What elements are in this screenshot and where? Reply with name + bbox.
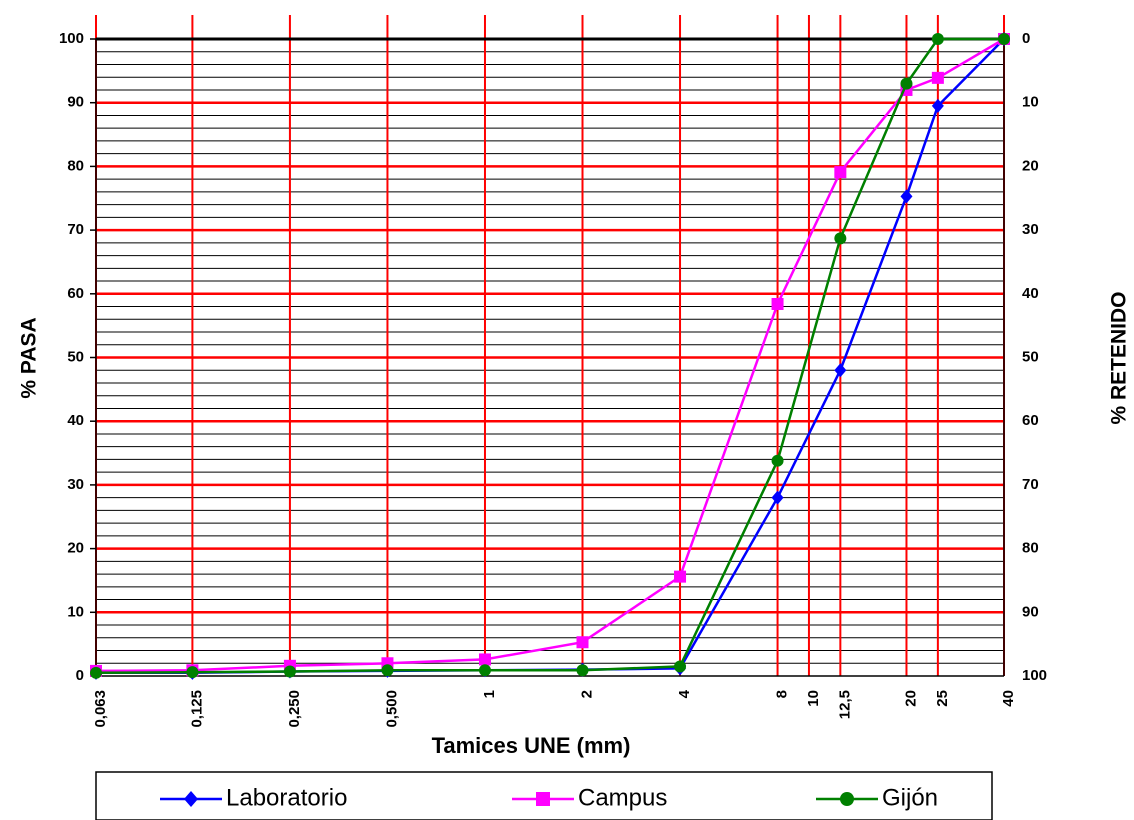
y2-tick-label: 30	[1022, 221, 1039, 238]
y-axis-title: % PASA	[18, 317, 41, 398]
data-point	[478, 653, 491, 666]
y-tick-label: 10	[67, 603, 84, 620]
data-point	[771, 490, 784, 505]
data-point	[900, 77, 913, 90]
x-tick-label: 1	[481, 690, 498, 698]
data-point	[576, 664, 589, 677]
data-point	[381, 664, 394, 677]
y2-tick-label: 40	[1022, 285, 1039, 302]
minor-grid	[96, 51, 1004, 664]
y2-tick-label: 0	[1022, 30, 1030, 47]
data-point	[998, 33, 1010, 45]
y2-tick-label: 60	[1022, 412, 1039, 429]
y-tick-label: 50	[67, 348, 84, 365]
data-point	[931, 98, 944, 113]
y-tick-label: 60	[67, 285, 84, 302]
legend-label: Campus	[578, 784, 667, 811]
data-point	[834, 363, 847, 378]
left-y-tick-labels: 0 10 20 30 40 50 60 70 80 90 100	[59, 30, 84, 684]
x-tick-label: 10	[805, 690, 822, 707]
data-point	[186, 666, 199, 679]
y-tick-label: 0	[76, 667, 84, 684]
y2-tick-label: 80	[1022, 540, 1039, 557]
data-point	[90, 666, 102, 679]
data-point	[283, 665, 296, 678]
y-tick-label: 90	[67, 94, 84, 111]
x-tick-label: 2	[578, 690, 595, 698]
data-point	[771, 454, 784, 467]
legend-marker	[184, 791, 198, 807]
y2-tick-label: 50	[1022, 348, 1039, 365]
data-point	[674, 570, 687, 583]
x-tick-label: 25	[934, 690, 951, 707]
y2-tick-label: 100	[1022, 667, 1047, 684]
y-tick-label: 70	[67, 221, 84, 238]
y-tick-label: 80	[67, 157, 84, 174]
data-point	[931, 33, 944, 45]
data-point	[931, 71, 944, 84]
x-tick-label: 4	[676, 689, 693, 698]
data-point	[834, 232, 847, 245]
data-point	[900, 189, 913, 204]
x-tick-labels: 0,063 0,125 0,250 0,500 1 2 4 8 10 12,5 20 25 40	[92, 689, 1017, 727]
series-2	[90, 33, 1010, 677]
legend-item: Laboratorio	[160, 784, 347, 811]
series-layer	[90, 32, 1010, 680]
x-tick-label: 0,500	[383, 690, 400, 728]
y2-tick-label: 20	[1022, 157, 1039, 174]
data-point	[576, 636, 589, 649]
x-tick-label: 20	[902, 690, 919, 707]
series-line	[95, 37, 1005, 673]
data-point	[674, 660, 687, 673]
y-tick-label: 30	[67, 476, 84, 493]
y-tick-label: 20	[67, 540, 84, 557]
legend-label: Laboratorio	[226, 784, 347, 811]
legend: Laboratorio Campus Gijón	[95, 771, 993, 820]
series-3	[90, 33, 1010, 679]
y2-axis-title: % RETENIDO	[1108, 291, 1131, 424]
y-tick-label: 100	[59, 30, 84, 47]
legend-marker	[536, 792, 550, 806]
x-tick-label: 12,5	[836, 690, 853, 719]
data-point	[771, 297, 784, 310]
x-axis-title: Tamices UNE (mm)	[432, 733, 631, 758]
legend-item: Campus	[512, 784, 667, 811]
legend-label: Gijón	[882, 784, 938, 811]
series-line	[96, 38, 1005, 675]
x-tick-label: 40	[1000, 690, 1017, 707]
x-tick-label: 0,125	[188, 690, 205, 728]
major-grid	[95, 15, 1005, 676]
y2-tick-label: 90	[1022, 603, 1039, 620]
series-line	[95, 37, 1004, 675]
x-tick-label: 8	[774, 690, 791, 698]
y2-tick-label: 70	[1022, 476, 1039, 493]
data-point	[834, 166, 847, 179]
x-tick-label: 0,250	[286, 690, 303, 728]
series-1	[90, 32, 1010, 680]
y2-tick-label: 10	[1022, 94, 1039, 111]
data-point	[478, 664, 491, 677]
legend-marker	[840, 792, 854, 806]
legend-item: Gijón	[816, 784, 938, 811]
plot-area-frame	[90, 37, 1005, 677]
y-tick-label: 40	[67, 412, 84, 429]
x-tick-label: 0,063	[92, 690, 109, 728]
